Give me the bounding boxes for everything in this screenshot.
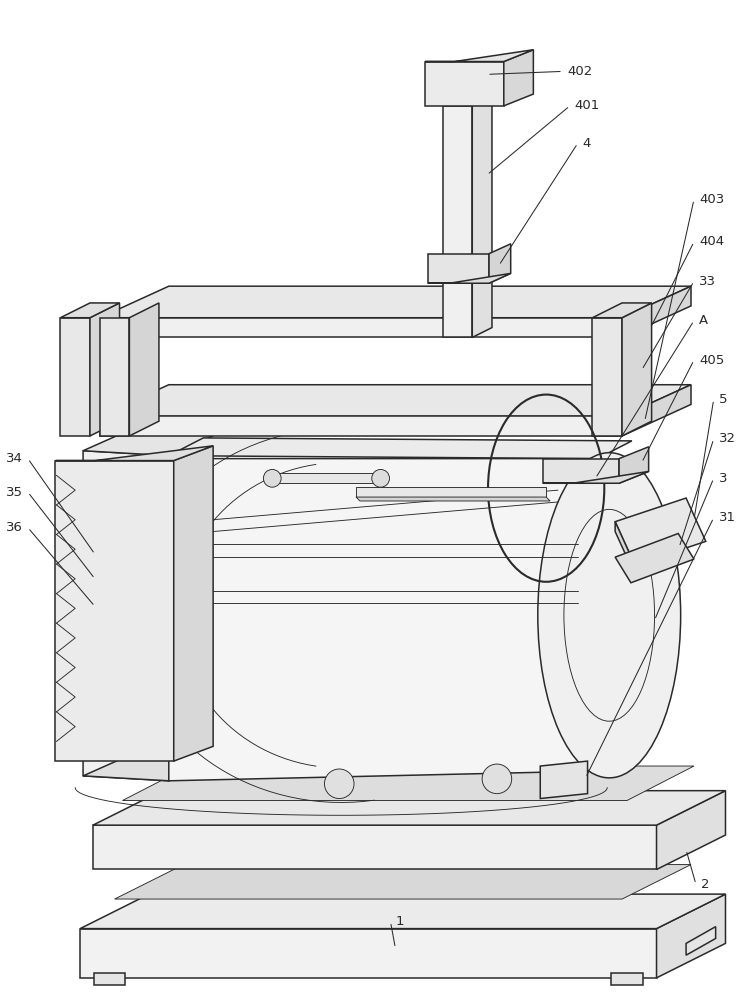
Polygon shape bbox=[540, 761, 588, 799]
Polygon shape bbox=[272, 473, 381, 483]
Polygon shape bbox=[504, 50, 533, 106]
Text: 404: 404 bbox=[699, 235, 724, 248]
Ellipse shape bbox=[538, 453, 680, 778]
Polygon shape bbox=[168, 438, 632, 459]
Polygon shape bbox=[80, 894, 726, 929]
Polygon shape bbox=[443, 106, 472, 337]
Polygon shape bbox=[168, 459, 597, 781]
Polygon shape bbox=[356, 487, 546, 497]
Polygon shape bbox=[472, 96, 492, 337]
Polygon shape bbox=[83, 431, 213, 456]
Polygon shape bbox=[90, 303, 119, 436]
Polygon shape bbox=[56, 446, 213, 461]
Polygon shape bbox=[543, 459, 619, 483]
Text: 34: 34 bbox=[6, 452, 23, 465]
Polygon shape bbox=[428, 254, 489, 283]
Polygon shape bbox=[93, 825, 657, 869]
Polygon shape bbox=[615, 522, 635, 575]
Polygon shape bbox=[100, 286, 691, 318]
Polygon shape bbox=[543, 471, 649, 483]
Text: 35: 35 bbox=[6, 486, 23, 499]
Text: 5: 5 bbox=[718, 393, 727, 406]
Polygon shape bbox=[94, 973, 125, 985]
Polygon shape bbox=[489, 244, 510, 283]
Circle shape bbox=[482, 764, 512, 794]
Circle shape bbox=[324, 769, 354, 799]
Polygon shape bbox=[100, 416, 622, 436]
Polygon shape bbox=[114, 865, 691, 899]
Polygon shape bbox=[611, 973, 643, 985]
Text: 1: 1 bbox=[395, 915, 404, 928]
Polygon shape bbox=[122, 766, 694, 801]
Text: 403: 403 bbox=[699, 193, 724, 206]
Text: 3: 3 bbox=[718, 472, 727, 485]
Text: 401: 401 bbox=[575, 99, 600, 112]
Circle shape bbox=[372, 469, 390, 487]
Text: 402: 402 bbox=[568, 65, 593, 78]
Circle shape bbox=[263, 469, 281, 487]
Polygon shape bbox=[100, 385, 691, 416]
Polygon shape bbox=[622, 385, 691, 436]
Polygon shape bbox=[93, 791, 726, 825]
Text: 405: 405 bbox=[699, 354, 724, 367]
Polygon shape bbox=[83, 756, 213, 781]
Text: 2: 2 bbox=[701, 878, 709, 891]
Text: 33: 33 bbox=[699, 275, 716, 288]
Polygon shape bbox=[592, 318, 622, 436]
Text: 4: 4 bbox=[582, 137, 591, 150]
Polygon shape bbox=[615, 498, 706, 565]
Polygon shape bbox=[657, 894, 726, 978]
Polygon shape bbox=[129, 303, 159, 436]
Polygon shape bbox=[83, 451, 168, 781]
Polygon shape bbox=[592, 303, 651, 318]
Polygon shape bbox=[174, 446, 213, 761]
Polygon shape bbox=[60, 303, 119, 318]
Polygon shape bbox=[80, 929, 657, 978]
Polygon shape bbox=[657, 791, 726, 869]
Text: 36: 36 bbox=[6, 521, 23, 534]
Polygon shape bbox=[60, 318, 90, 436]
Polygon shape bbox=[425, 62, 504, 106]
Text: A: A bbox=[699, 314, 708, 327]
Text: 32: 32 bbox=[718, 432, 735, 445]
Polygon shape bbox=[56, 461, 174, 761]
Polygon shape bbox=[100, 318, 622, 337]
Polygon shape bbox=[615, 534, 694, 583]
Polygon shape bbox=[356, 497, 550, 501]
Polygon shape bbox=[622, 303, 651, 436]
Polygon shape bbox=[619, 447, 649, 483]
Polygon shape bbox=[622, 286, 691, 337]
Polygon shape bbox=[425, 50, 533, 62]
Polygon shape bbox=[100, 318, 129, 436]
Polygon shape bbox=[428, 273, 510, 283]
Text: 31: 31 bbox=[718, 511, 735, 524]
Polygon shape bbox=[686, 927, 715, 955]
